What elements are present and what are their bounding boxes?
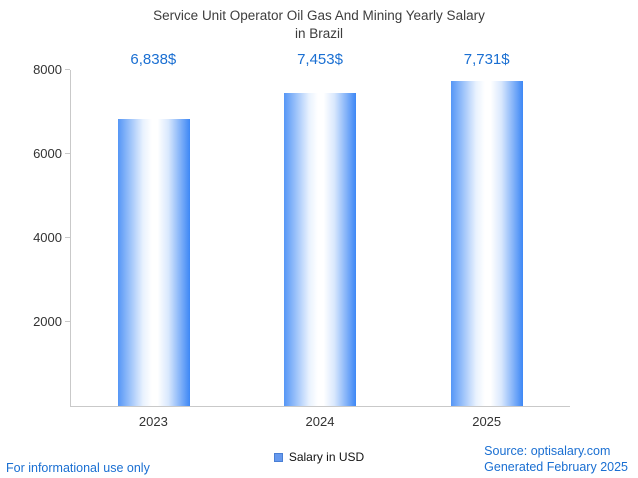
bars-container [71,70,570,406]
x-axis-labels: 2023 2024 2025 [70,414,570,429]
plot-area: 2000 4000 6000 8000 [33,63,570,407]
y-axis: 2000 4000 6000 8000 [33,63,570,406]
x-tick-label: 2025 [472,414,502,429]
x-tick-label: 2023 [138,414,168,429]
y-tick-mark [65,321,70,322]
bar-2023 [118,118,191,406]
source-info: Source: optisalary.com Generated Februar… [484,443,628,475]
bar-column [71,70,237,406]
source-link[interactable]: Source: optisalary.com [484,444,611,458]
y-tick-mark [65,69,70,70]
y-tick-mark [65,153,70,154]
bar-value-labels: 6,838$ 7,453$ 7,731$ [70,51,570,68]
legend: Salary in USD [0,450,638,464]
disclaimer-text: For informational use only [6,461,150,475]
y-tick-mark [65,237,70,238]
y-tick-label: 4000 [33,230,62,245]
generated-date: Generated February 2025 [484,460,628,474]
bar-value-label: 7,731$ [463,51,510,68]
x-tick-label: 2024 [305,414,335,429]
chart-title-line1: Service Unit Operator Oil Gas And Mining… [153,8,485,23]
y-tick-label: 2000 [33,314,62,329]
chart-title-line2: in Brazil [294,25,343,41]
chart-title: Service Unit Operator Oil Gas And Mining… [0,7,638,43]
bar-column [237,70,403,406]
bar-value-label: 6,838$ [130,51,177,68]
bar-2024 [284,92,357,406]
legend-marker-icon [273,452,283,462]
y-tick-label: 6000 [33,146,62,161]
bar-value-label: 7,453$ [297,51,343,68]
bar-2025 [450,81,523,406]
bar-column [404,70,570,406]
y-tick-label: 8000 [33,62,62,77]
legend-label: Salary in USD [288,450,365,464]
